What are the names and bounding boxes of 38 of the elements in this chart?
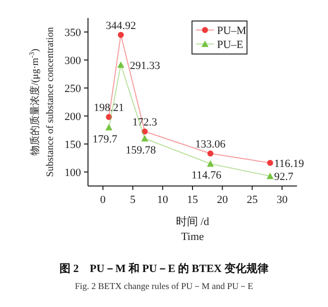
legend-label: PU–E bbox=[217, 39, 244, 51]
y-tick-label: 100 bbox=[64, 167, 82, 179]
point bbox=[142, 128, 148, 135]
y-tick-label: 150 bbox=[64, 139, 82, 151]
y-tick-label: 350 bbox=[64, 27, 82, 39]
point bbox=[206, 160, 214, 167]
legend-label: PU–M bbox=[217, 25, 247, 37]
y-tick-label: 200 bbox=[64, 111, 82, 123]
point bbox=[105, 124, 112, 130]
point bbox=[207, 150, 214, 156]
point bbox=[118, 32, 124, 38]
point bbox=[106, 114, 112, 120]
data-label: 172.3 bbox=[132, 116, 158, 129]
data-label: 159.78 bbox=[126, 144, 156, 157]
x-tick-label: 10 bbox=[157, 194, 169, 206]
x-tick-label: 15 bbox=[187, 194, 198, 206]
y-tick-label: 300 bbox=[64, 55, 82, 67]
point bbox=[266, 172, 274, 180]
y-tick-label: 250 bbox=[64, 83, 82, 95]
data-label: 179.7 bbox=[92, 133, 118, 146]
data-label: 114.76 bbox=[191, 170, 222, 182]
x-tick-label: 30 bbox=[276, 194, 288, 206]
x-tick-label: 5 bbox=[130, 194, 136, 206]
x-tick-label: 20 bbox=[216, 194, 228, 206]
data-label: 291.33 bbox=[130, 60, 161, 72]
data-label: 133.06 bbox=[195, 138, 226, 150]
x-axis-title: 时间 /d Time bbox=[176, 215, 210, 243]
data-label: 116.19 bbox=[274, 158, 304, 170]
data-label: 92.7 bbox=[274, 171, 294, 184]
x-tick-label: 0 bbox=[100, 194, 106, 206]
caption: Fig. 2 BETX change rules of PU－M and PU－E bbox=[74, 281, 254, 291]
point bbox=[267, 160, 274, 166]
caption: 图 2 PU－M 和 PU－E 的 BTEX 变化规律 bbox=[60, 262, 268, 275]
data-label: 198.21 bbox=[94, 102, 124, 114]
point bbox=[117, 61, 124, 68]
data-label: 344.92 bbox=[106, 20, 136, 32]
x-tick-label: 25 bbox=[246, 194, 258, 206]
point bbox=[141, 135, 148, 142]
